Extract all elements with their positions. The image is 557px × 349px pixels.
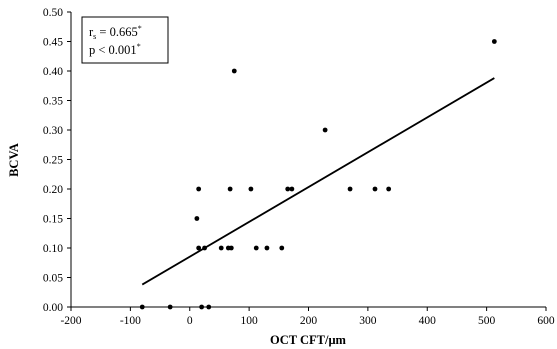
x-axis-title: OCT CFT/μm — [270, 333, 347, 347]
regression-line — [141, 77, 495, 286]
data-point — [264, 245, 270, 251]
y-tick-label: 0.45 — [43, 37, 63, 49]
y-tick-label: 0.50 — [43, 7, 63, 19]
y-tick-label: 0.10 — [43, 243, 63, 255]
data-point — [279, 245, 285, 251]
x-tick-label: 100 — [241, 315, 259, 327]
data-point — [231, 68, 237, 74]
data-point — [491, 39, 497, 44]
annotation-box — [81, 16, 169, 64]
x-tick-label: 0 — [187, 315, 193, 327]
x-tick-label: 500 — [478, 315, 496, 327]
ticks: -200 -100 0 100 200 300 400 500 600 0.00 0.05 0.10 0… — [43, 7, 555, 327]
data-point — [228, 245, 234, 251]
x-tick-label: 600 — [537, 315, 555, 327]
y-tick-label: 0.05 — [43, 273, 63, 285]
data-point — [248, 186, 254, 192]
data-point — [139, 304, 145, 310]
r-annotation: rs = 0.665* — [89, 24, 142, 41]
stats-annotation: rs = 0.665* p < 0.001* — [81, 16, 169, 64]
data-point — [202, 245, 207, 251]
data-point — [218, 245, 224, 251]
y-axis-title: BCVA — [7, 143, 21, 177]
points-group — [139, 39, 497, 310]
data-point — [285, 186, 291, 192]
data-point — [227, 186, 233, 192]
data-point — [206, 304, 212, 310]
data-point — [347, 186, 353, 192]
data-point — [199, 304, 205, 310]
y-tick-label: 0.00 — [43, 302, 63, 314]
y-tick-label: 0.30 — [43, 125, 63, 137]
data-point — [289, 186, 295, 192]
x-tick-label: 200 — [300, 315, 318, 327]
y-tick-label: 0.20 — [43, 184, 63, 196]
x-tick-label: 300 — [359, 315, 377, 327]
data-point — [196, 186, 202, 192]
data-point — [253, 245, 259, 251]
data-point — [372, 186, 378, 192]
y-tick-label: 0.25 — [43, 155, 63, 167]
p-annotation: p < 0.001* — [89, 42, 141, 57]
trendline-group — [141, 77, 495, 286]
data-point — [196, 245, 202, 251]
y-tick-label: 0.40 — [43, 66, 63, 78]
data-point — [322, 127, 328, 133]
data-point — [386, 186, 392, 192]
x-tick-label: 400 — [419, 315, 437, 327]
y-tick-label: 0.35 — [43, 96, 63, 108]
data-point — [167, 304, 173, 310]
data-point — [194, 216, 200, 221]
y-tick-label: 0.15 — [43, 214, 63, 226]
x-tick-label: -200 — [60, 315, 81, 327]
x-tick-label: -100 — [120, 315, 141, 327]
